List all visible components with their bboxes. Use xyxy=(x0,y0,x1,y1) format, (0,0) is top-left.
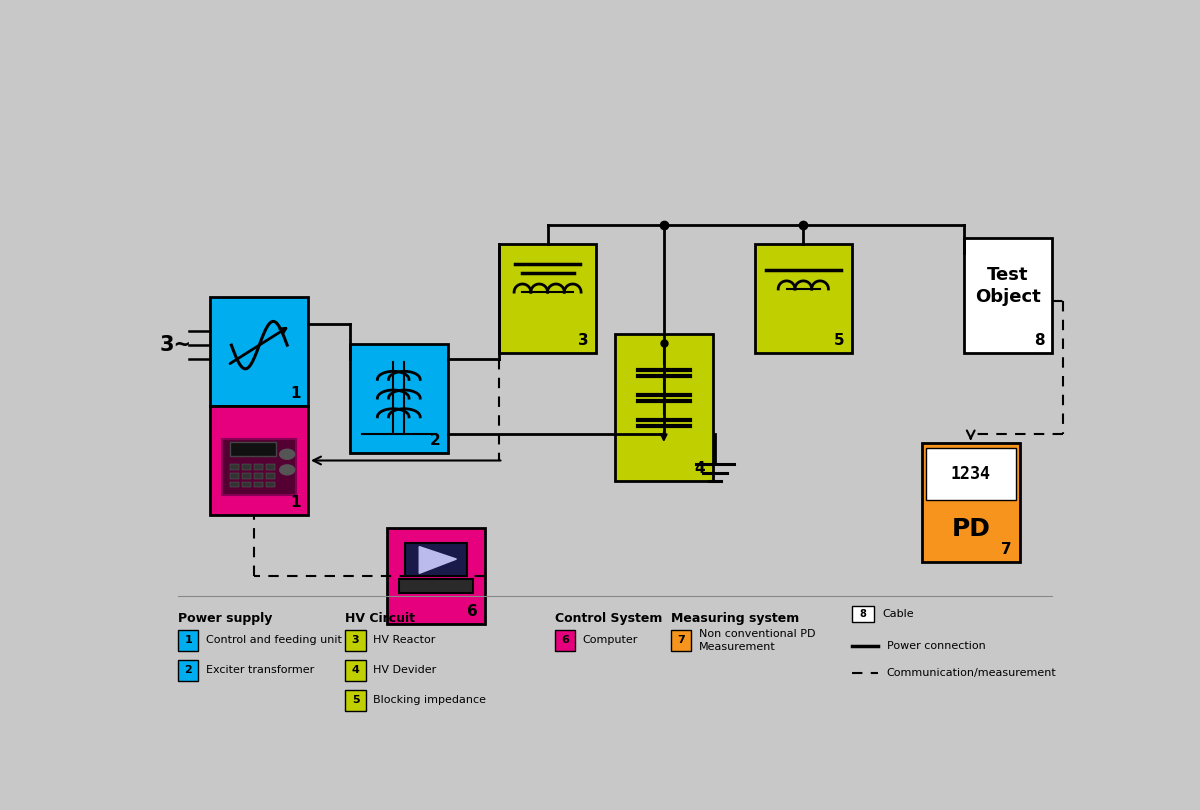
FancyBboxPatch shape xyxy=(346,690,366,711)
Text: Blocking impedance: Blocking impedance xyxy=(373,695,486,706)
Text: Exciter transformer: Exciter transformer xyxy=(206,665,314,676)
FancyBboxPatch shape xyxy=(755,244,852,353)
Text: HV Circuit: HV Circuit xyxy=(346,612,415,625)
Text: 5: 5 xyxy=(352,695,359,706)
Text: 7: 7 xyxy=(677,635,685,646)
FancyBboxPatch shape xyxy=(346,660,366,681)
FancyBboxPatch shape xyxy=(265,464,275,470)
FancyBboxPatch shape xyxy=(499,244,596,353)
Polygon shape xyxy=(419,547,456,573)
FancyBboxPatch shape xyxy=(178,630,198,651)
FancyBboxPatch shape xyxy=(241,464,251,470)
FancyBboxPatch shape xyxy=(241,473,251,479)
FancyBboxPatch shape xyxy=(241,482,251,488)
Text: Power supply: Power supply xyxy=(178,612,272,625)
Text: 5: 5 xyxy=(834,333,845,348)
FancyBboxPatch shape xyxy=(922,443,1020,562)
Text: PD: PD xyxy=(952,517,990,541)
FancyBboxPatch shape xyxy=(852,606,875,622)
FancyBboxPatch shape xyxy=(210,296,308,406)
Text: Control and feeding unit: Control and feeding unit xyxy=(206,635,342,646)
FancyBboxPatch shape xyxy=(253,473,263,479)
FancyBboxPatch shape xyxy=(253,482,263,488)
Text: Power connection: Power connection xyxy=(887,641,985,651)
Text: 1: 1 xyxy=(185,635,192,646)
Text: Control System: Control System xyxy=(554,612,662,625)
FancyBboxPatch shape xyxy=(964,237,1052,353)
Text: Test
Object: Test Object xyxy=(976,266,1040,306)
FancyBboxPatch shape xyxy=(554,630,575,651)
FancyBboxPatch shape xyxy=(222,439,296,495)
Text: 6: 6 xyxy=(467,604,478,619)
FancyBboxPatch shape xyxy=(616,335,713,481)
Text: 3: 3 xyxy=(352,635,359,646)
Text: 2: 2 xyxy=(185,665,192,676)
FancyBboxPatch shape xyxy=(406,544,467,576)
FancyBboxPatch shape xyxy=(925,448,1016,501)
Circle shape xyxy=(280,450,295,459)
FancyBboxPatch shape xyxy=(210,406,308,515)
Text: 3~: 3~ xyxy=(160,335,192,355)
Text: Non conventional PD
Measurement: Non conventional PD Measurement xyxy=(698,629,815,651)
Text: 4: 4 xyxy=(695,461,706,475)
Text: 1: 1 xyxy=(290,386,301,401)
Text: 4: 4 xyxy=(352,665,360,676)
Text: Measuring system: Measuring system xyxy=(671,612,799,625)
FancyBboxPatch shape xyxy=(671,630,691,651)
Text: 2: 2 xyxy=(430,433,440,448)
Text: HV Reactor: HV Reactor xyxy=(373,635,436,646)
Text: 1234: 1234 xyxy=(950,465,991,483)
FancyBboxPatch shape xyxy=(229,442,276,456)
Text: HV Devider: HV Devider xyxy=(373,665,437,676)
Circle shape xyxy=(280,465,295,475)
Text: 8: 8 xyxy=(1034,333,1045,348)
Text: 1: 1 xyxy=(290,495,301,510)
FancyBboxPatch shape xyxy=(398,579,473,593)
FancyBboxPatch shape xyxy=(265,473,275,479)
Text: 6: 6 xyxy=(560,635,569,646)
Text: 3: 3 xyxy=(578,333,589,348)
FancyBboxPatch shape xyxy=(229,473,239,479)
FancyBboxPatch shape xyxy=(346,630,366,651)
FancyBboxPatch shape xyxy=(350,343,448,453)
FancyBboxPatch shape xyxy=(229,464,239,470)
FancyBboxPatch shape xyxy=(178,660,198,681)
Text: 7: 7 xyxy=(1002,542,1012,556)
FancyBboxPatch shape xyxy=(229,482,239,488)
Text: 8: 8 xyxy=(860,608,866,619)
FancyBboxPatch shape xyxy=(253,464,263,470)
FancyBboxPatch shape xyxy=(388,527,485,625)
Text: Cable: Cable xyxy=(883,608,914,619)
FancyBboxPatch shape xyxy=(265,482,275,488)
Text: Communication/measurement: Communication/measurement xyxy=(887,668,1056,678)
Text: Computer: Computer xyxy=(582,635,638,646)
